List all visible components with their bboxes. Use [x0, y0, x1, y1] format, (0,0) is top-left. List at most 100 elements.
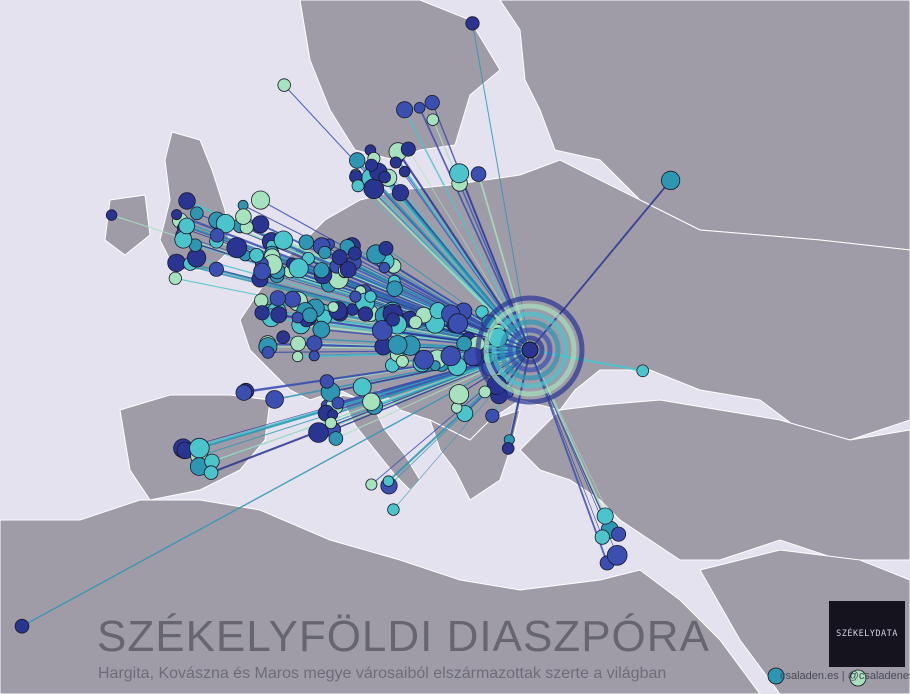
flow-line [397, 151, 531, 351]
city-marker [364, 158, 378, 172]
city-marker [485, 408, 500, 423]
flow-line [283, 84, 531, 351]
city-marker [351, 179, 365, 193]
city-marker [318, 245, 332, 260]
city-marker [167, 253, 186, 273]
city-marker [611, 526, 627, 542]
flow-line [176, 213, 531, 352]
city-marker [288, 258, 309, 279]
city-marker [331, 249, 348, 266]
city-marker [291, 311, 304, 324]
city-marker [448, 384, 470, 405]
land-north-africa [0, 499, 761, 694]
city-marker [456, 335, 472, 352]
city-marker [319, 374, 335, 389]
flow-line [477, 173, 531, 351]
origin-ring [491, 311, 569, 389]
city-marker [171, 209, 183, 221]
city-marker [273, 230, 293, 250]
origin-ring [515, 335, 545, 365]
city-marker [398, 165, 411, 178]
city-marker [371, 320, 393, 341]
map-subtitle: Hargita, Kovászna és Maros megye városai… [98, 665, 667, 682]
city-marker [470, 166, 487, 182]
city-marker [215, 214, 236, 234]
city-marker [226, 237, 248, 259]
origin-ring [499, 319, 561, 381]
origin-marker [521, 341, 539, 359]
city-marker [440, 345, 461, 367]
city-marker [190, 206, 204, 221]
city-marker [387, 503, 400, 516]
city-marker [235, 384, 253, 401]
city-marker [382, 475, 395, 487]
credit-text: csaladen.es | @csaladenes [780, 670, 910, 682]
city-marker [306, 335, 323, 352]
city-marker [389, 156, 402, 169]
city-marker [365, 478, 378, 491]
city-marker [312, 320, 331, 339]
city-marker [261, 345, 275, 359]
city-marker [414, 349, 434, 370]
flow-line [458, 173, 531, 351]
city-marker [269, 290, 286, 307]
city-marker [465, 16, 480, 31]
city-marker [391, 184, 409, 202]
city-marker [426, 113, 440, 126]
city-marker [209, 228, 225, 243]
city-marker [362, 392, 381, 411]
city-marker [270, 306, 288, 324]
city-marker [349, 290, 362, 303]
city-marker [378, 240, 394, 256]
land-russia-north [499, 0, 910, 251]
city-marker [290, 335, 306, 352]
city-marker [251, 215, 270, 234]
flow-line [357, 185, 531, 351]
city-marker [395, 354, 409, 368]
city-marker [14, 618, 30, 634]
map-title: SZÉKELYFÖLDI DIASZPÓRA [97, 612, 710, 661]
flow-line [472, 23, 531, 351]
origin-ring [507, 327, 553, 373]
origin-ring [475, 295, 585, 405]
flow-line [354, 175, 531, 351]
city-marker [253, 262, 271, 281]
city-marker [324, 416, 337, 430]
city-marker [327, 301, 340, 313]
city-marker [308, 422, 329, 443]
city-marker [349, 152, 366, 169]
city-marker [475, 305, 489, 319]
city-marker [849, 669, 867, 687]
city-marker [254, 293, 269, 308]
city-marker [478, 385, 492, 399]
city-marker [235, 208, 252, 225]
city-marker [276, 330, 291, 345]
flow-line [529, 349, 603, 538]
logo-text: SZÉKELYDATA [836, 629, 898, 639]
city-marker [178, 217, 196, 235]
land-ireland [104, 194, 151, 256]
city-marker [189, 437, 210, 459]
city-marker [424, 95, 440, 111]
city-marker [357, 306, 374, 322]
city-marker [277, 78, 291, 92]
city-marker [203, 465, 219, 480]
city-marker [386, 280, 403, 297]
origin-ring [483, 303, 577, 397]
city-marker [352, 377, 372, 397]
city-marker [105, 209, 118, 221]
city-marker [265, 390, 284, 409]
city-marker [308, 350, 320, 362]
city-marker [413, 102, 426, 114]
city-marker [606, 544, 628, 566]
city-marker [250, 190, 270, 210]
flow-line [21, 349, 531, 627]
city-marker [347, 246, 362, 261]
city-marker [284, 290, 302, 308]
szekelydata-logo: SZÉKELYDATA [829, 601, 905, 667]
city-marker [660, 170, 681, 190]
city-marker [378, 261, 391, 274]
city-marker [254, 305, 270, 321]
